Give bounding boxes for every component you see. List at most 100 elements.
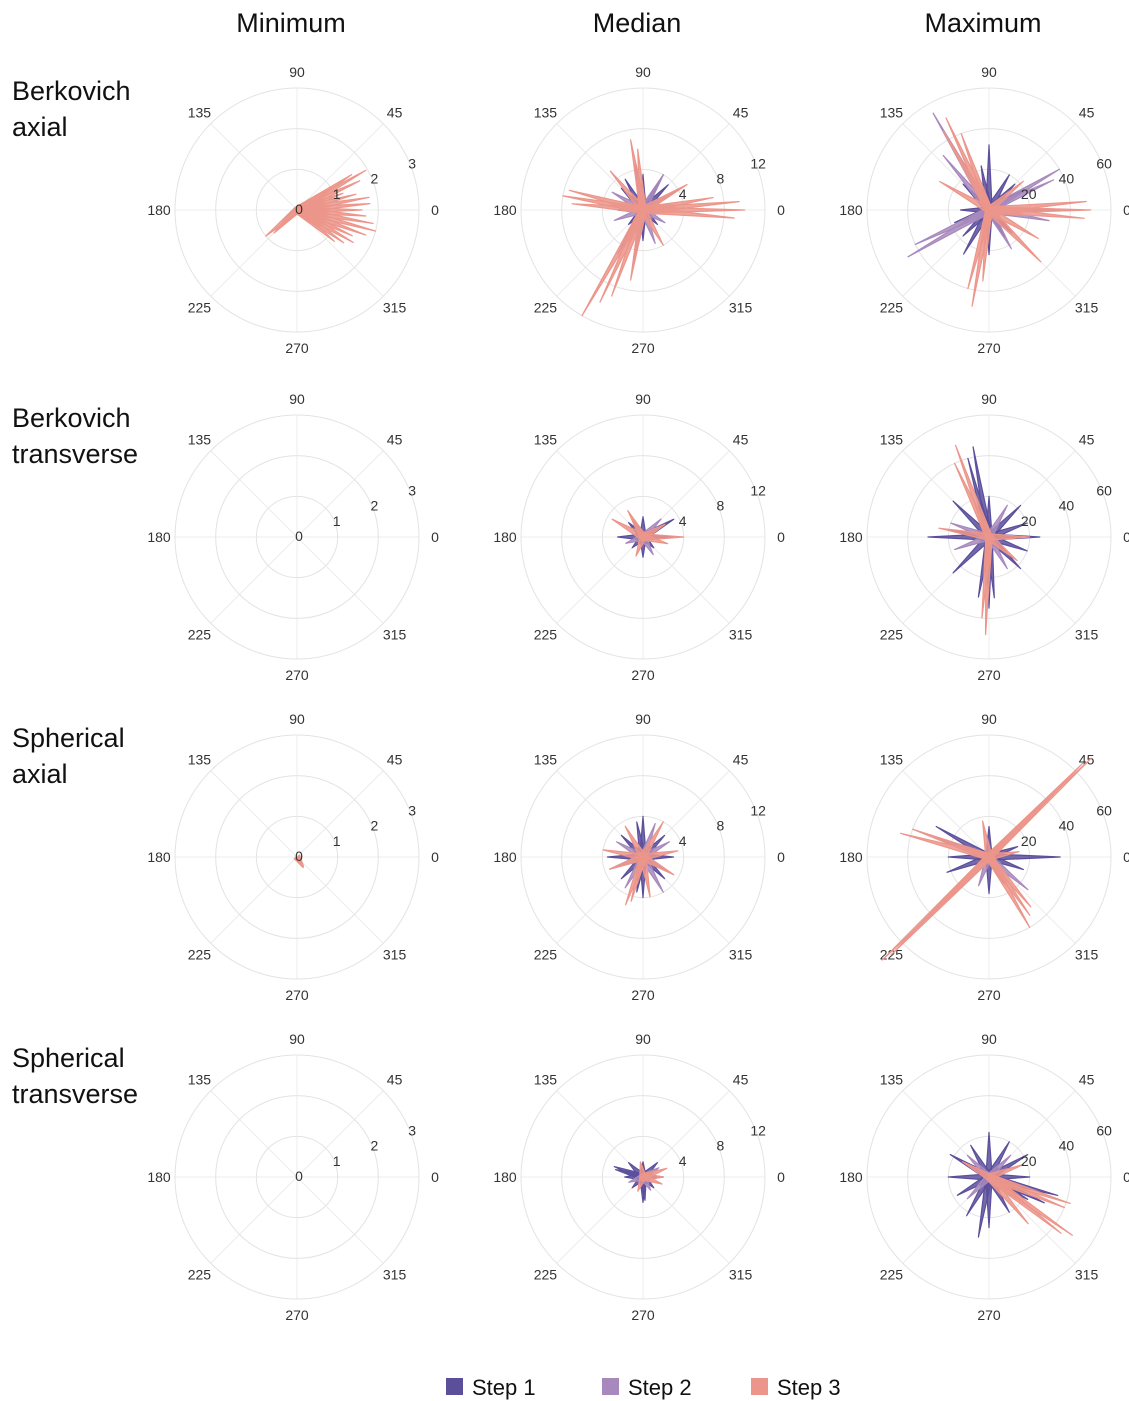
angle-tick-label: 45 xyxy=(733,104,749,120)
angle-tick-label: 90 xyxy=(635,711,651,727)
grid-circle xyxy=(215,775,379,939)
grid-circle xyxy=(561,1095,725,1259)
radial-tick-label: 60 xyxy=(1096,482,1112,498)
ray-step-3 xyxy=(639,207,664,246)
grid-spoke xyxy=(296,1176,384,1264)
angle-tick-label: 225 xyxy=(534,300,558,316)
angle-tick-label: 0 xyxy=(777,849,785,865)
angle-tick-label: 135 xyxy=(188,104,212,120)
panel-r0-c1: 0 45 90 135 180 225 270 315 4 8 12 xyxy=(493,64,785,356)
radial-tick-label: 2 xyxy=(371,818,379,834)
angle-tick-label: 225 xyxy=(880,300,904,316)
angle-tick-label: 0 xyxy=(777,529,785,545)
angle-tick-label: 180 xyxy=(493,1169,517,1185)
angle-tick-label: 90 xyxy=(289,391,305,407)
legend-label: Step 2 xyxy=(628,1375,692,1400)
row-title-1-line-1: transverse xyxy=(12,439,138,469)
grid-spoke xyxy=(210,856,298,944)
angle-tick-label: 315 xyxy=(729,300,753,316)
angle-tick-label: 180 xyxy=(147,1169,171,1185)
radial-tick-label: 12 xyxy=(750,155,766,171)
radial-tick-label: 12 xyxy=(750,802,766,818)
angle-tick-label: 180 xyxy=(839,529,863,545)
legend-item-step-2: Step 2 xyxy=(602,1375,692,1400)
grid-spoke xyxy=(296,536,384,624)
grid-circle xyxy=(174,414,420,660)
grid-spoke xyxy=(556,536,644,624)
angle-tick-label: 0 xyxy=(777,1169,785,1185)
row-title-1-line-0: Berkovich xyxy=(12,403,131,433)
legend-swatch xyxy=(446,1378,463,1395)
angle-tick-label: 270 xyxy=(977,987,1001,1003)
grid-circle xyxy=(561,775,725,939)
radial-tick-label: 2 xyxy=(371,1138,379,1154)
angle-tick-label: 0 xyxy=(431,849,439,865)
grid-circle xyxy=(866,414,1112,660)
angle-tick-label: 270 xyxy=(631,987,655,1003)
angle-tick-label: 315 xyxy=(383,1267,407,1283)
grid-spoke xyxy=(296,450,384,538)
angle-tick-label: 90 xyxy=(981,391,997,407)
radial-tick-label: 8 xyxy=(717,171,725,187)
angle-tick-label: 90 xyxy=(289,1031,305,1047)
radial-tick-label: 2 xyxy=(371,171,379,187)
angle-tick-label: 225 xyxy=(188,947,212,963)
grid-circle xyxy=(907,455,1071,619)
radial-tick-label: 0 xyxy=(295,201,303,217)
angle-tick-label: 180 xyxy=(147,529,171,545)
angle-tick-label: 135 xyxy=(880,751,904,767)
angle-tick-label: 0 xyxy=(1123,849,1129,865)
grid-spoke xyxy=(296,856,384,944)
row-titles: Berkovich axial Berkovich transverse Spheric… xyxy=(12,76,138,1109)
ray-step-3 xyxy=(273,207,300,234)
grid-spoke xyxy=(556,1176,644,1264)
radial-tick-label: 3 xyxy=(408,1122,416,1138)
legend-item-step-3: Step 3 xyxy=(751,1375,841,1400)
grid-circle xyxy=(174,734,420,980)
angle-tick-label: 315 xyxy=(1075,300,1099,316)
angle-tick-label: 90 xyxy=(289,711,305,727)
angle-tick-label: 0 xyxy=(1123,529,1129,545)
angle-tick-label: 270 xyxy=(285,667,309,683)
angle-tick-label: 45 xyxy=(387,431,403,447)
angle-tick-label: 180 xyxy=(839,202,863,218)
grid-spoke xyxy=(210,1176,298,1264)
angle-tick-label: 270 xyxy=(977,1307,1001,1323)
legend-label: Step 1 xyxy=(472,1375,536,1400)
angle-tick-label: 0 xyxy=(431,202,439,218)
row-title-0-line-1: axial xyxy=(12,112,68,142)
radial-tick-label: 2 xyxy=(371,498,379,514)
angle-tick-label: 135 xyxy=(188,751,212,767)
radial-tick-label: 0 xyxy=(295,528,303,544)
angle-tick-label: 225 xyxy=(188,627,212,643)
radial-tick-label: 4 xyxy=(679,833,687,849)
angle-tick-label: 45 xyxy=(733,1071,749,1087)
grid-spoke xyxy=(296,770,384,858)
grid-circle xyxy=(255,495,339,579)
ray-step-3 xyxy=(987,851,1020,861)
angle-tick-label: 180 xyxy=(839,1169,863,1185)
angle-tick-label: 0 xyxy=(431,1169,439,1185)
row-title-3-line-1: transverse xyxy=(12,1079,138,1109)
radial-tick-label: 20 xyxy=(1021,513,1037,529)
angle-tick-label: 315 xyxy=(383,627,407,643)
angle-tick-label: 225 xyxy=(534,627,558,643)
radial-tick-label: 8 xyxy=(717,498,725,514)
angle-tick-label: 180 xyxy=(147,849,171,865)
grid-circle xyxy=(520,734,766,980)
angle-tick-label: 135 xyxy=(534,104,558,120)
column-title-median: Median xyxy=(593,8,682,38)
angle-tick-label: 315 xyxy=(1075,627,1099,643)
angle-tick-label: 90 xyxy=(981,711,997,727)
angle-tick-label: 90 xyxy=(981,64,997,80)
panel-r3-c0: 0 45 90 135 180 225 270 315 0 1 2 3 xyxy=(147,1031,439,1323)
angle-tick-label: 315 xyxy=(383,300,407,316)
angle-tick-label: 225 xyxy=(534,1267,558,1283)
angle-tick-label: 45 xyxy=(733,431,749,447)
angle-tick-label: 0 xyxy=(1123,1169,1129,1185)
ray-step-3 xyxy=(635,535,647,557)
panel-r0-c0: 0 45 90 135 180 225 270 315 0 1 2 3 xyxy=(147,64,439,356)
grid-spoke xyxy=(210,1090,298,1178)
grid-circle xyxy=(601,1135,685,1219)
angle-tick-label: 315 xyxy=(1075,947,1099,963)
